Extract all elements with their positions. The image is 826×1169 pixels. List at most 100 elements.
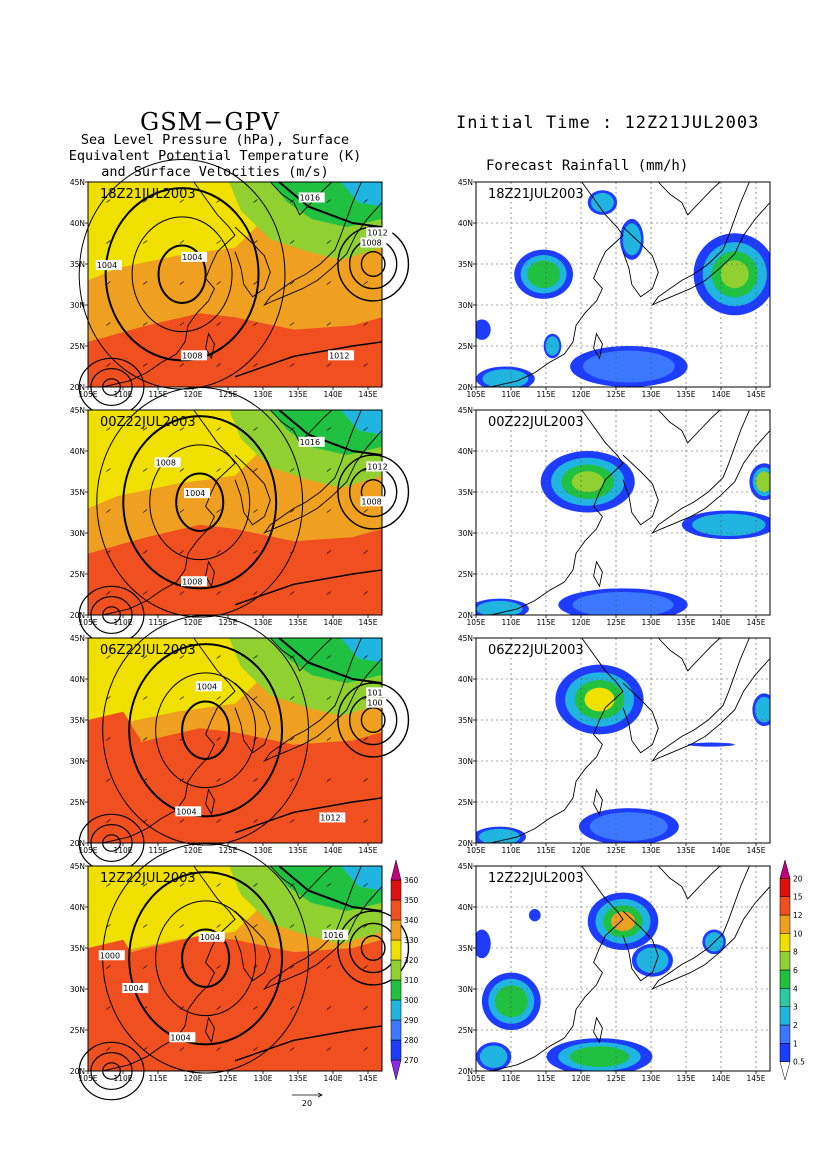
lon-tick-label: 125E [606, 618, 625, 627]
lon-tick-label: 135E [676, 1074, 695, 1083]
isobar-label-bg [122, 983, 149, 994]
lat-tick-label: 35N [70, 260, 85, 269]
theta-e-shading [88, 182, 265, 281]
wind-vector [106, 655, 111, 659]
rainfall-area [569, 1046, 630, 1067]
lon-tick-label: 140E [711, 618, 730, 627]
lon-tick-label: 145E [358, 390, 377, 399]
wind-vector [289, 778, 295, 782]
lon-tick-label: 105E [78, 1074, 97, 1083]
isobar-label: 1004 [185, 489, 205, 498]
colorbar-label: 10 [793, 929, 803, 938]
wind-vector [216, 322, 221, 326]
lon-tick-label: 125E [218, 1074, 237, 1083]
wind-vector [179, 591, 185, 595]
colorbar-swatch [390, 999, 402, 1021]
isobar [155, 672, 257, 789]
lat-tick-label: 35N [458, 944, 473, 953]
wind-vector [106, 509, 111, 513]
lon-tick-label: 135E [676, 846, 695, 855]
wind-vector [179, 696, 185, 700]
lon-tick-label: 115E [536, 1074, 555, 1083]
rainfall-layer [476, 664, 770, 843]
coastline [234, 682, 271, 754]
wind-vector [363, 509, 368, 513]
isobar [102, 614, 310, 846]
wind-vector [106, 468, 111, 472]
lon-tick-label: 120E [183, 846, 202, 855]
wind-vector [142, 696, 148, 700]
isobar-label-bg [360, 237, 387, 248]
coastline [102, 409, 236, 616]
coastline [657, 637, 721, 672]
lat-tick-label: 30N [458, 757, 473, 766]
lat-tick-label: 20N [70, 611, 85, 620]
wind-vector [253, 965, 258, 969]
lon-tick-label: 120E [183, 390, 202, 399]
lon-tick-label: 130E [253, 1074, 272, 1083]
isobar [122, 415, 278, 590]
colorbar-label: 4 [793, 984, 798, 993]
colorbar-swatch [779, 1024, 791, 1044]
isobar [278, 637, 383, 685]
panel-time-label: 06Z22JUL2003 [488, 643, 584, 658]
coastline [263, 181, 383, 307]
wind-vector [216, 550, 221, 554]
isobar [157, 244, 207, 304]
isobar-label-bg [366, 461, 393, 472]
colorbar-label: 320 [404, 956, 419, 965]
lat-tick-label: 20N [458, 611, 473, 620]
coastline [205, 560, 215, 588]
isobar-label: 1008 [182, 351, 202, 360]
colorbar-label: 2 [793, 1021, 798, 1030]
lon-tick-label: 120E [571, 390, 590, 399]
wind-vector [179, 655, 185, 659]
wind-vector [253, 591, 258, 595]
rainfall-area [755, 471, 770, 493]
panel-frame [475, 637, 771, 844]
wind-vector [253, 778, 258, 782]
lat-tick-label: 40N [458, 675, 473, 684]
wind-vector [142, 363, 148, 367]
wind-vector [326, 1047, 332, 1051]
lat-tick-label: 20N [70, 1067, 85, 1076]
lat-tick-label: 35N [70, 944, 85, 953]
wind-vector [106, 965, 111, 969]
colorbar-swatch [779, 1043, 791, 1062]
wind-vector [106, 281, 111, 285]
lat-tick-label: 30N [70, 757, 85, 766]
wind-vector [106, 591, 111, 595]
coastline [651, 637, 771, 763]
lon-tick-label: 140E [323, 1074, 342, 1083]
wind-vector [216, 655, 221, 659]
coastline [234, 454, 271, 526]
wind-vector [179, 281, 185, 285]
colorbar-swatch [779, 878, 791, 897]
isobar [278, 181, 383, 229]
wind-vector [142, 281, 148, 285]
coastline [234, 910, 271, 982]
coastline [269, 181, 333, 216]
lon-tick-label: 110E [113, 618, 132, 627]
isobar-label-bg [198, 931, 225, 942]
lon-tick-label: 120E [571, 618, 590, 627]
lat-tick-label: 45N [458, 634, 473, 643]
wind-vector [289, 924, 295, 928]
lat-tick-label: 45N [458, 862, 473, 871]
rainfall-area [527, 260, 561, 289]
rainfall-area [478, 828, 521, 843]
wind-vector [326, 199, 332, 203]
isobar [234, 569, 383, 606]
wind-vector [363, 550, 368, 554]
isobar [234, 1025, 383, 1062]
lon-tick-label: 125E [218, 846, 237, 855]
wind-vector [106, 924, 111, 928]
wind-vector [289, 591, 295, 595]
lon-tick-label: 130E [253, 618, 272, 627]
isobar [181, 928, 231, 988]
panel-time-label: 18Z21JUL2003 [100, 187, 196, 202]
colorbar-swatch [390, 1039, 402, 1061]
colorbar-label: 12 [793, 911, 803, 920]
wind-vector [326, 468, 332, 472]
wind-vector [106, 1006, 111, 1010]
